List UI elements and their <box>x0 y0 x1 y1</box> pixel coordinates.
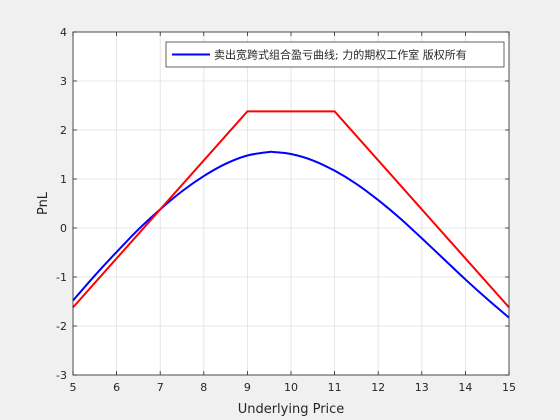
y-tick-label: 4 <box>60 26 67 39</box>
x-tick-label: 14 <box>458 381 472 394</box>
x-tick-label: 15 <box>502 381 516 394</box>
x-tick-label: 12 <box>371 381 385 394</box>
series-lines <box>72 110 510 319</box>
y-tick-label: -2 <box>56 320 67 333</box>
series-1-line <box>72 110 510 309</box>
y-tick-label: 0 <box>60 222 67 235</box>
legend-entry-label: 卖出宽跨式组合盈亏曲线; 力的期权工作室 版权所有 <box>214 48 467 62</box>
x-tick-label: 13 <box>415 381 429 394</box>
y-tick-label: -1 <box>56 271 67 284</box>
y-tick-label: 3 <box>60 75 67 88</box>
legend: 卖出宽跨式组合盈亏曲线; 力的期权工作室 版权所有 <box>165 41 505 68</box>
x-tick-label: 10 <box>284 381 298 394</box>
x-tick-label: 7 <box>157 381 164 394</box>
series-0-line <box>72 150 510 319</box>
y-tick-label: -3 <box>56 369 67 382</box>
x-tick-label: 6 <box>113 381 120 394</box>
y-axis-label: PnL <box>36 191 51 215</box>
x-axis-label: Underlying Price <box>238 402 345 417</box>
x-tick-label: 5 <box>70 381 77 394</box>
legend-box <box>165 41 505 68</box>
x-tick-label: 9 <box>244 381 251 394</box>
x-tick-label: 8 <box>200 381 207 394</box>
y-tick-label: 2 <box>60 124 67 137</box>
y-tick-label: 1 <box>60 173 67 186</box>
x-tick-label: 11 <box>328 381 342 394</box>
